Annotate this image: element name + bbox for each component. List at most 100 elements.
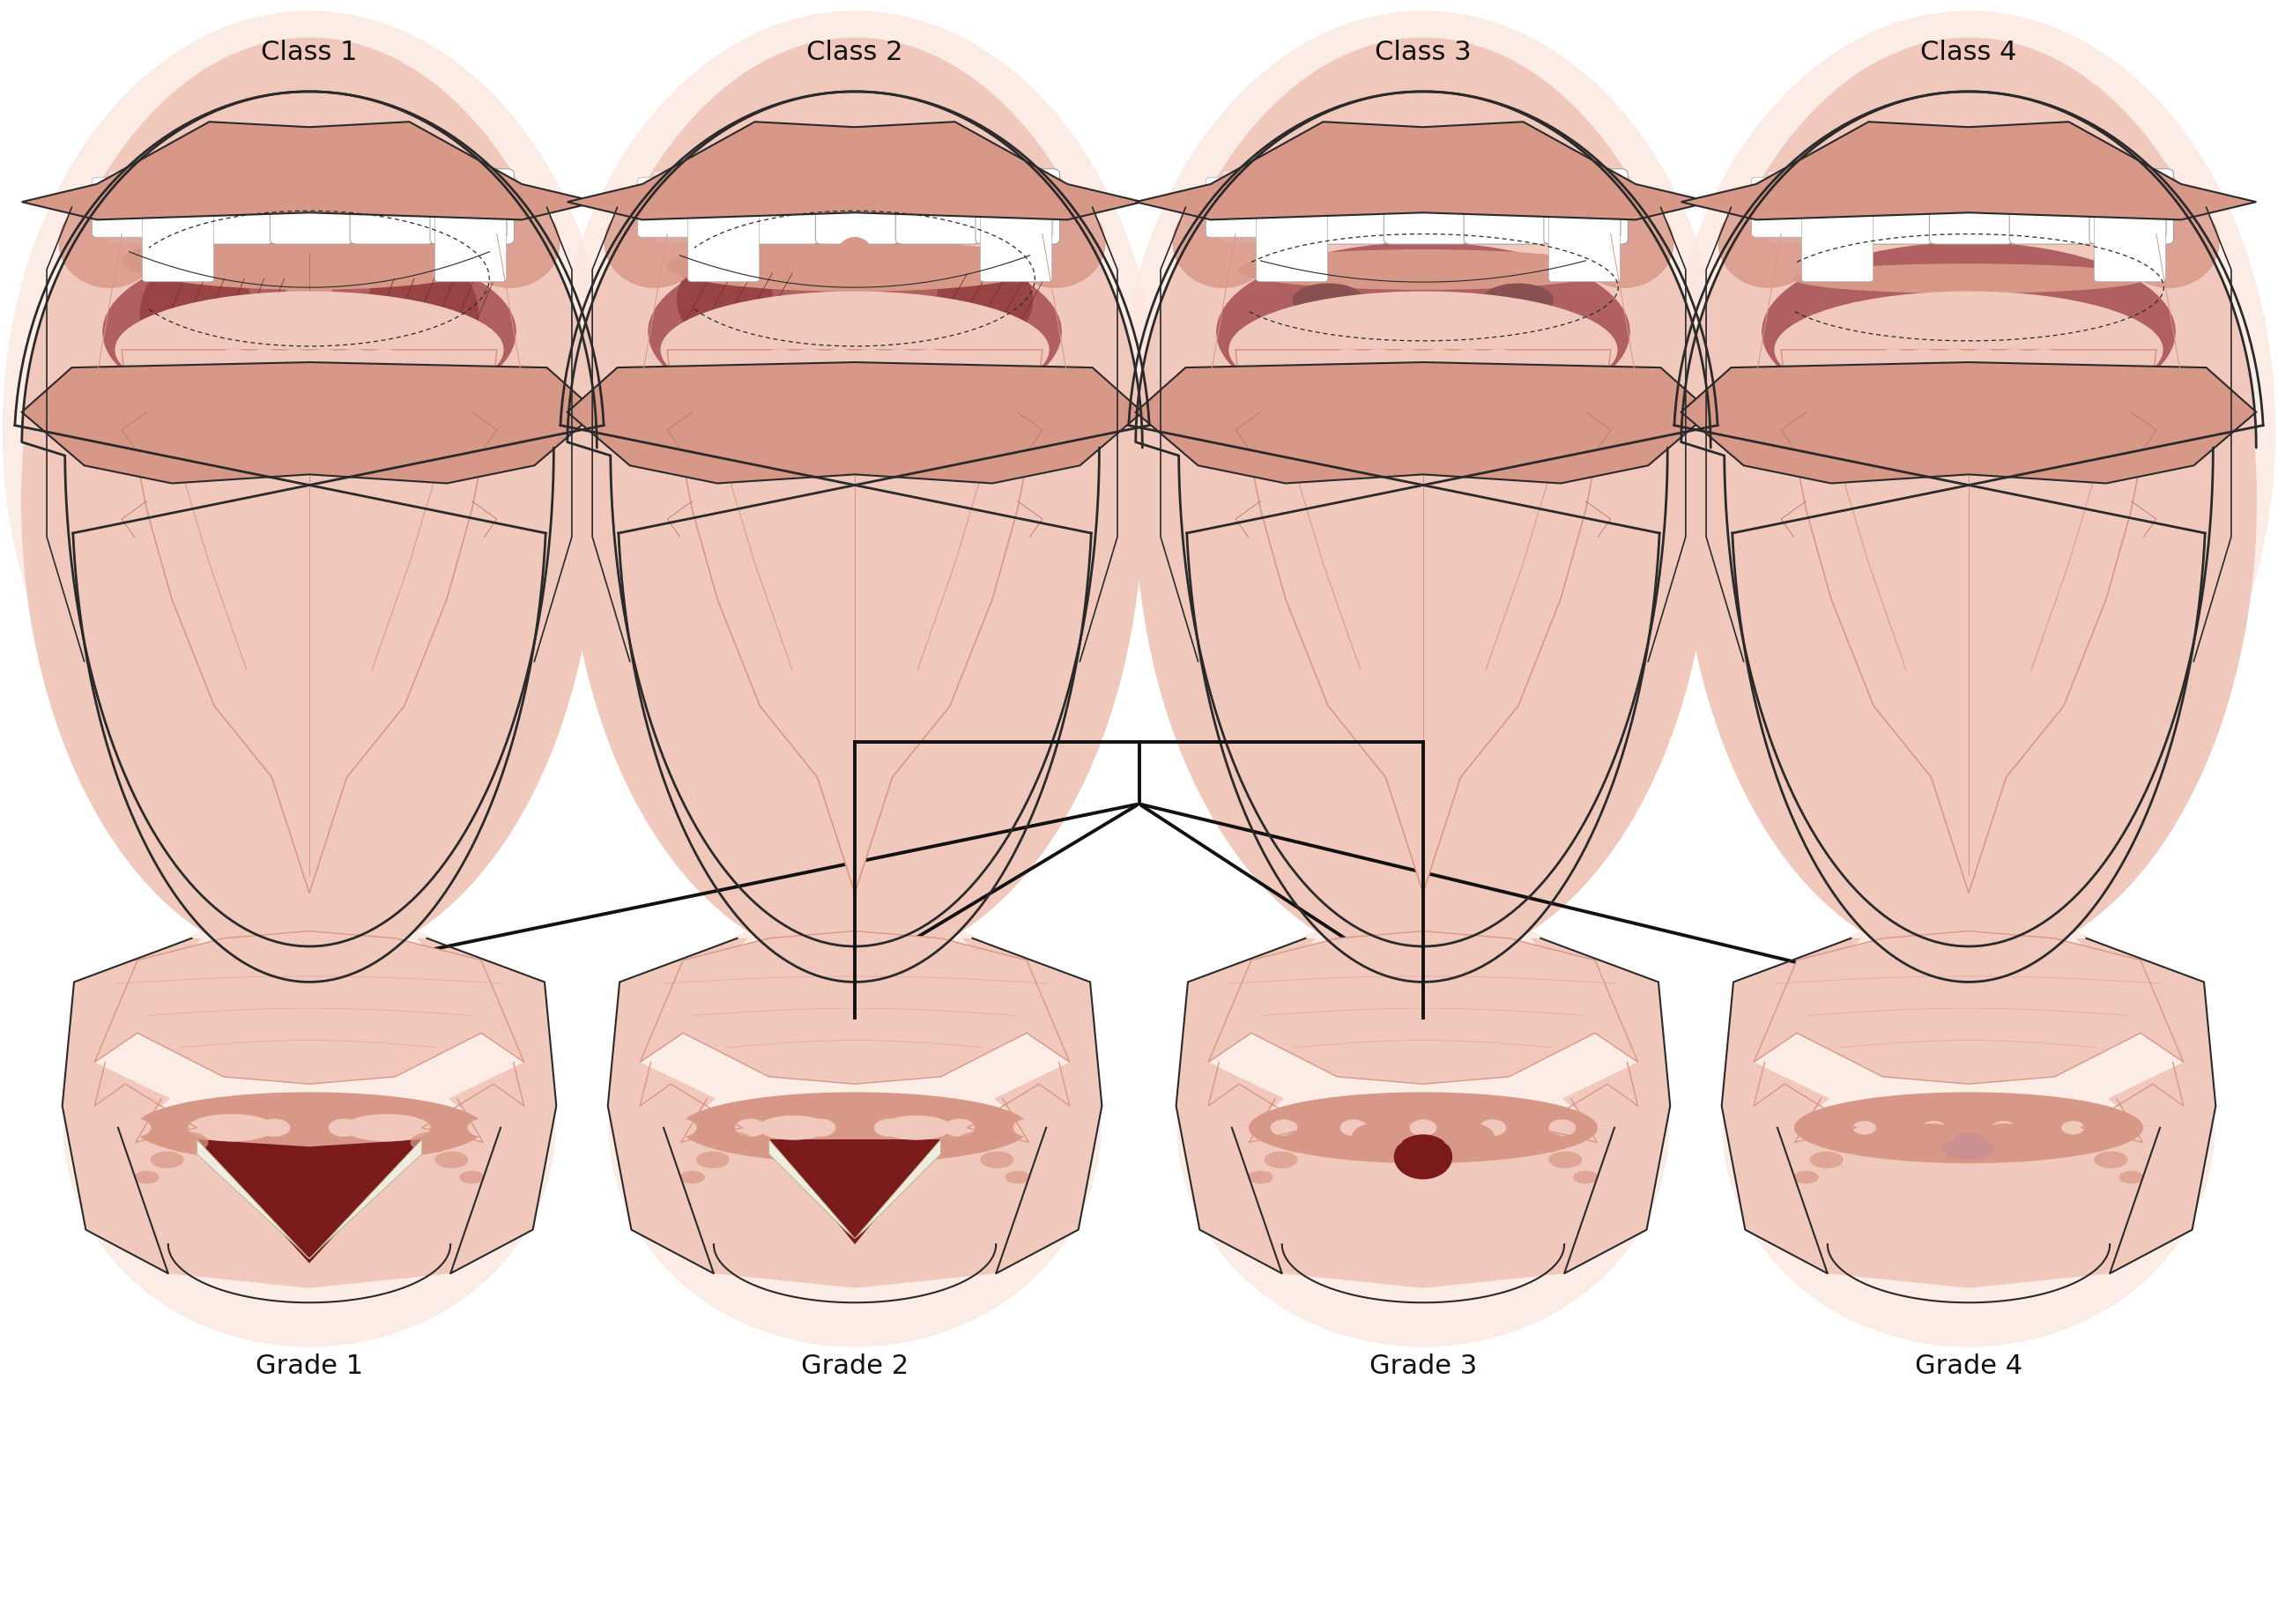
- FancyBboxPatch shape: [688, 205, 759, 281]
- FancyBboxPatch shape: [989, 177, 1052, 237]
- Ellipse shape: [1483, 284, 1554, 317]
- Ellipse shape: [1852, 1121, 1875, 1134]
- Ellipse shape: [1294, 284, 1362, 317]
- Polygon shape: [1531, 939, 1670, 1273]
- Ellipse shape: [606, 198, 704, 287]
- Ellipse shape: [308, 349, 342, 369]
- Ellipse shape: [1793, 265, 2144, 292]
- Text: Class 1: Class 1: [262, 39, 358, 65]
- Ellipse shape: [681, 1093, 1030, 1163]
- Ellipse shape: [838, 414, 872, 432]
- Ellipse shape: [1435, 414, 1472, 432]
- Ellipse shape: [1996, 315, 2018, 331]
- Ellipse shape: [834, 237, 875, 284]
- Ellipse shape: [882, 391, 918, 411]
- Ellipse shape: [1549, 1151, 1581, 1168]
- Ellipse shape: [1980, 343, 1998, 357]
- FancyBboxPatch shape: [736, 169, 820, 244]
- Ellipse shape: [260, 1119, 289, 1137]
- Ellipse shape: [667, 240, 1043, 291]
- Ellipse shape: [364, 257, 478, 372]
- Polygon shape: [770, 1140, 854, 1239]
- Ellipse shape: [2071, 1132, 2112, 1153]
- Polygon shape: [567, 122, 1141, 219]
- FancyBboxPatch shape: [980, 205, 1052, 281]
- Ellipse shape: [1952, 370, 1986, 390]
- Ellipse shape: [1421, 349, 1456, 369]
- Ellipse shape: [804, 1119, 836, 1137]
- Ellipse shape: [1337, 328, 1360, 344]
- Ellipse shape: [121, 1119, 150, 1137]
- Ellipse shape: [351, 370, 387, 390]
- Ellipse shape: [1966, 349, 2000, 369]
- Ellipse shape: [1795, 1093, 2144, 1163]
- Ellipse shape: [868, 370, 902, 390]
- Ellipse shape: [1920, 370, 1957, 390]
- Polygon shape: [1754, 931, 2185, 1083]
- FancyBboxPatch shape: [1929, 169, 2014, 244]
- Ellipse shape: [882, 1116, 950, 1140]
- Polygon shape: [23, 122, 597, 219]
- Ellipse shape: [611, 909, 1100, 1346]
- Ellipse shape: [567, 37, 1141, 965]
- Ellipse shape: [1722, 909, 2214, 1346]
- Ellipse shape: [460, 198, 560, 287]
- FancyBboxPatch shape: [2093, 205, 2166, 281]
- Ellipse shape: [793, 391, 827, 411]
- Ellipse shape: [1378, 354, 1399, 367]
- Ellipse shape: [1574, 1171, 1599, 1184]
- Ellipse shape: [1178, 909, 1667, 1346]
- Ellipse shape: [262, 414, 296, 432]
- Ellipse shape: [777, 370, 813, 390]
- Ellipse shape: [308, 391, 342, 411]
- Ellipse shape: [1907, 349, 1941, 369]
- Ellipse shape: [410, 1132, 451, 1153]
- Ellipse shape: [943, 1119, 975, 1137]
- Ellipse shape: [1005, 1171, 1030, 1184]
- Bar: [109, 172, 510, 244]
- Polygon shape: [667, 349, 1043, 893]
- Polygon shape: [1232, 1127, 1615, 1288]
- Ellipse shape: [1271, 1119, 1298, 1135]
- Ellipse shape: [59, 198, 159, 287]
- Ellipse shape: [1811, 1151, 1843, 1168]
- Ellipse shape: [1483, 354, 1503, 367]
- Ellipse shape: [1116, 11, 1729, 848]
- Ellipse shape: [736, 1119, 765, 1137]
- Ellipse shape: [763, 349, 797, 369]
- FancyBboxPatch shape: [2009, 169, 2093, 244]
- Ellipse shape: [189, 1119, 221, 1137]
- Ellipse shape: [64, 909, 556, 1346]
- Text: Grade 3: Grade 3: [1369, 1353, 1476, 1379]
- Polygon shape: [93, 931, 524, 1083]
- Text: Grade 2: Grade 2: [802, 1353, 909, 1379]
- FancyBboxPatch shape: [638, 177, 704, 237]
- Ellipse shape: [1280, 1132, 1321, 1153]
- Ellipse shape: [1904, 343, 1923, 357]
- Ellipse shape: [1943, 365, 1959, 377]
- Ellipse shape: [116, 292, 503, 408]
- Ellipse shape: [1344, 354, 1362, 367]
- Ellipse shape: [1481, 349, 1515, 369]
- Ellipse shape: [1239, 250, 1608, 289]
- Ellipse shape: [852, 391, 888, 411]
- Ellipse shape: [467, 1119, 499, 1137]
- Ellipse shape: [1845, 315, 1868, 331]
- Ellipse shape: [1982, 370, 2016, 390]
- Ellipse shape: [1775, 292, 2162, 408]
- FancyBboxPatch shape: [189, 169, 273, 244]
- Polygon shape: [310, 1140, 421, 1259]
- Ellipse shape: [1923, 1121, 1945, 1134]
- Ellipse shape: [2062, 1121, 2084, 1134]
- Polygon shape: [196, 1140, 310, 1259]
- Ellipse shape: [697, 1151, 729, 1168]
- Ellipse shape: [1451, 349, 1485, 369]
- Ellipse shape: [1681, 37, 2255, 965]
- Ellipse shape: [957, 1132, 998, 1153]
- FancyBboxPatch shape: [1850, 169, 1934, 244]
- FancyBboxPatch shape: [1205, 177, 1271, 237]
- Polygon shape: [1137, 122, 1711, 219]
- Ellipse shape: [806, 414, 843, 432]
- Ellipse shape: [882, 349, 918, 369]
- Ellipse shape: [134, 1171, 159, 1184]
